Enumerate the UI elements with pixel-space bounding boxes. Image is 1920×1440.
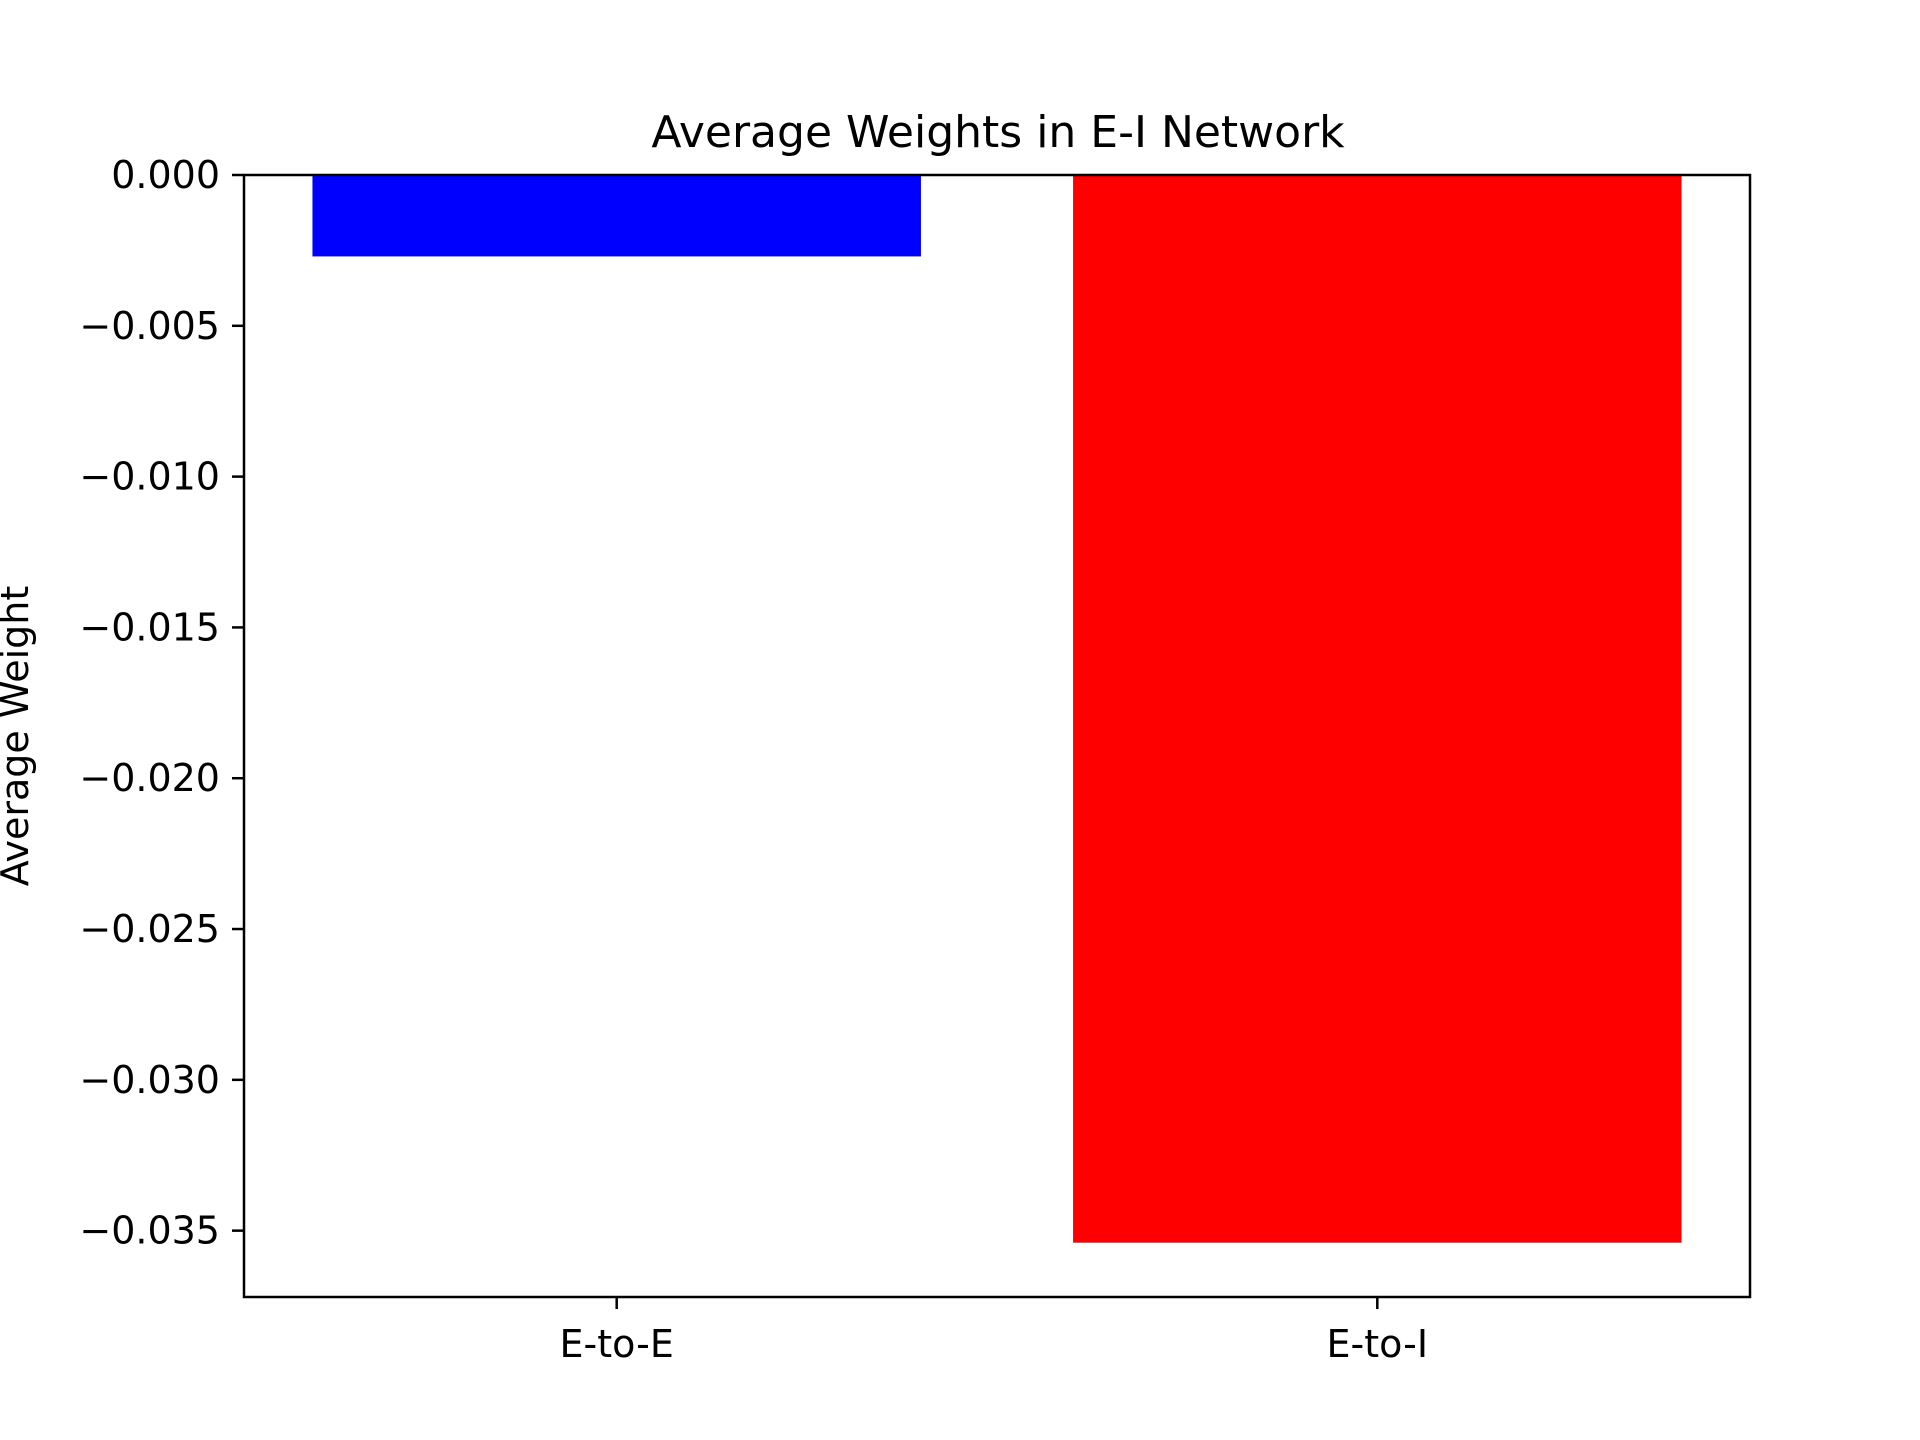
x-tick-label: E-to-E [560, 1322, 674, 1366]
y-tick-label: −0.010 [79, 455, 220, 499]
y-axis-label: Average Weight [0, 586, 37, 887]
x-axis-ticks: E-to-E E-to-I [560, 1297, 1429, 1366]
bar-e-to-i [1073, 175, 1682, 1243]
chart-title: Average Weights in E-I Network [651, 107, 1345, 158]
plot-area-frame [242, 173, 1752, 1299]
y-tick-label: −0.015 [79, 605, 220, 649]
y-tick-label: −0.030 [79, 1058, 220, 1102]
y-tick-label: 0.000 [111, 153, 220, 197]
y-tick-label: −0.035 [79, 1209, 220, 1253]
y-tick-label: −0.025 [79, 907, 220, 951]
y-tick-label: −0.005 [79, 304, 220, 348]
y-tick-label: −0.020 [79, 756, 220, 800]
y-axis-ticks: 0.000 −0.005 −0.010 −0.015 −0.020 −0.025 −0.03… [79, 153, 244, 1253]
x-tick-label: E-to-I [1327, 1322, 1429, 1366]
bars-layer [312, 175, 1682, 1243]
bar-e-to-e [312, 175, 921, 257]
